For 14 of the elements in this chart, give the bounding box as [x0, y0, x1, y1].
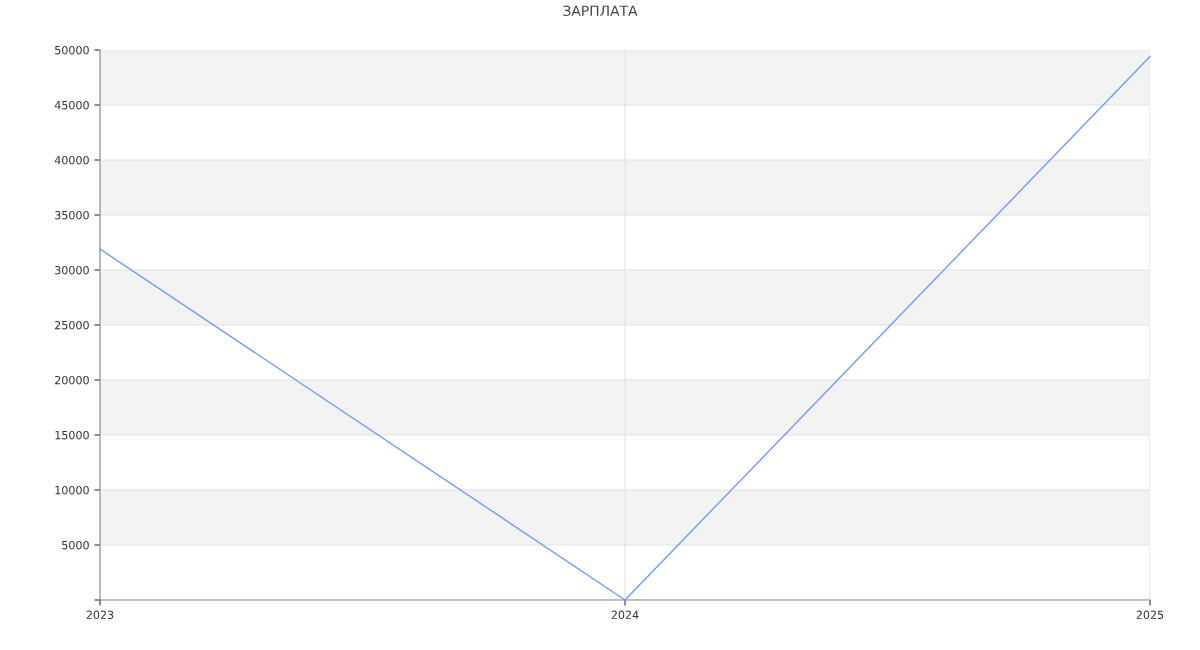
chart-title: ЗАРПЛАТА — [563, 5, 638, 17]
y-tick-label: 20000 — [55, 375, 89, 385]
y-tick-label: 30000 — [55, 265, 89, 275]
y-tick-label: 35000 — [55, 210, 89, 220]
y-tick-label: 40000 — [54, 155, 89, 165]
x-tick-label: 2025 — [1136, 610, 1164, 620]
y-tick-label: 5000 — [62, 540, 89, 550]
y-tick-label: 50000 — [55, 45, 89, 55]
x-tick-label: 2023 — [86, 610, 114, 620]
y-tick-label: 15000 — [55, 430, 89, 440]
y-tick-label: 25000 — [55, 320, 89, 330]
x-tick-label: 2024 — [611, 610, 639, 620]
y-tick-label: 10000 — [55, 485, 89, 495]
y-tick-label: 45000 — [54, 100, 89, 110]
